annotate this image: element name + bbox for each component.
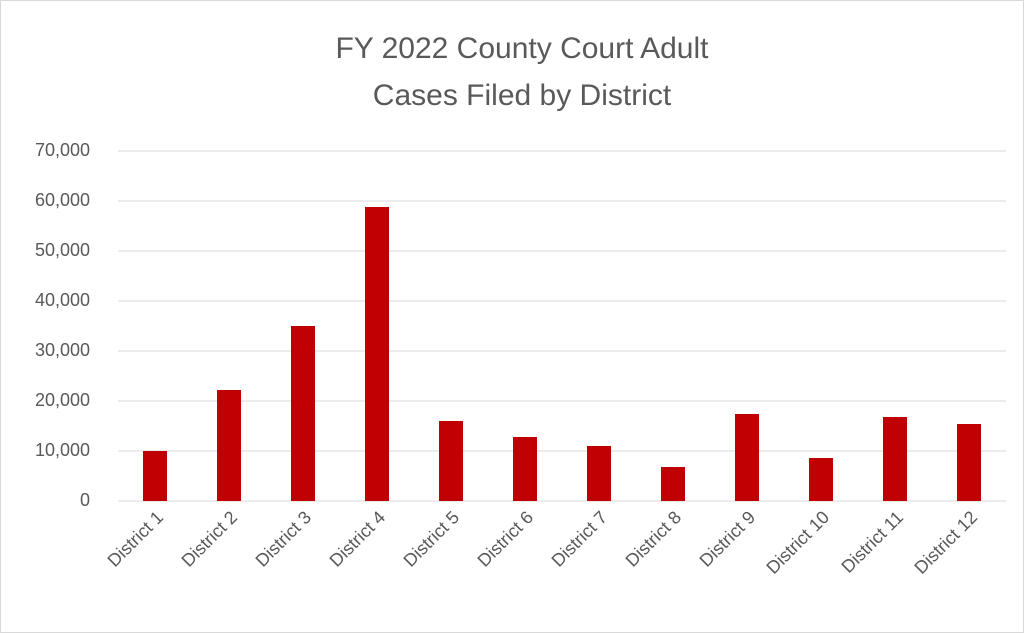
bar bbox=[735, 414, 759, 501]
bar bbox=[291, 326, 315, 501]
bar bbox=[365, 207, 389, 501]
y-tick-label: 70,000 bbox=[35, 140, 90, 160]
bar bbox=[809, 458, 833, 501]
y-tick-label: 50,000 bbox=[35, 240, 90, 260]
y-tick-label: 0 bbox=[80, 490, 90, 510]
bar bbox=[661, 467, 685, 501]
y-tick-label: 10,000 bbox=[35, 440, 90, 460]
bar bbox=[587, 446, 611, 501]
bar bbox=[217, 390, 241, 501]
bar bbox=[513, 437, 537, 501]
y-tick-label: 20,000 bbox=[35, 390, 90, 410]
y-tick-label: 60,000 bbox=[35, 190, 90, 210]
bar bbox=[143, 451, 167, 501]
bar bbox=[957, 424, 981, 501]
y-tick-label: 40,000 bbox=[35, 290, 90, 310]
chart-title-line: FY 2022 County Court Adult bbox=[335, 32, 709, 65]
bar bbox=[883, 417, 907, 501]
bar bbox=[439, 421, 463, 501]
chart-title-line: Cases Filed by District bbox=[373, 79, 672, 112]
y-tick-label: 30,000 bbox=[35, 340, 90, 360]
